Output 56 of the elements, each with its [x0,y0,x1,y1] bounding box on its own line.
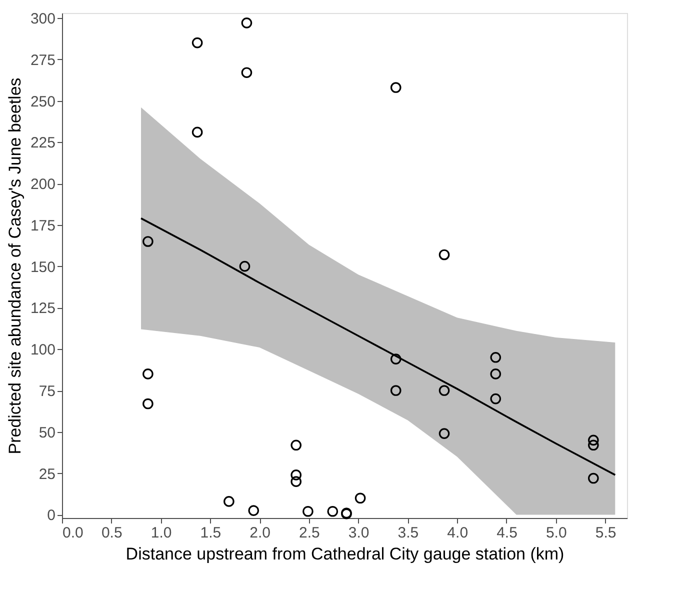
y-tick-label: 125 [30,300,56,318]
point [142,398,154,410]
x-tick-label: 5.0 [546,524,567,542]
point [327,506,338,517]
point [224,496,234,507]
y-tick-label: 50 [38,424,56,442]
y-tick-label: 25 [38,466,56,483]
y-tick-label: 225 [30,134,56,152]
y-tick-label: 150 [30,258,56,276]
y-tick-label: 250 [30,93,56,110]
point [390,385,402,396]
point [248,505,260,516]
point [142,368,154,380]
point [438,249,450,260]
point [390,82,402,93]
point [390,354,402,364]
point [290,470,302,480]
point [438,385,450,396]
point [588,440,599,451]
y-tick-label: 200 [30,176,56,194]
point [241,67,252,78]
point [142,236,154,247]
y-tick-label: 175 [30,217,56,234]
point [438,428,450,439]
point [239,260,250,272]
line-series [140,217,616,476]
point [490,393,502,404]
x-tick-label: 1.0 [150,524,172,542]
x-tick-label: 0.5 [101,524,122,542]
point [588,434,599,446]
x-tick-label: 3.5 [398,524,419,542]
point [354,492,366,504]
point [490,352,502,363]
y-tick-label: 0 [47,507,56,524]
point [302,506,314,517]
x-tick-label: 3.0 [348,524,370,542]
x-tick-label: 4.5 [496,524,518,542]
point [490,368,502,380]
x-tick-label: 2.0 [250,524,270,542]
x-tick-label: 1.5 [200,524,222,542]
y-tick-label: 300 [30,10,56,28]
y-tick-label: 275 [30,52,56,69]
y-tick-label: 75 [38,383,56,400]
point [588,472,599,484]
x-axis-title: Distance upstream from Cathedral City gauge station (km) [126,544,564,564]
point [192,37,203,48]
point [241,18,252,28]
x-tick-label: 5.5 [595,524,616,542]
x-tick-label: 0.0 [62,524,84,542]
y-axis-title: Predicted site abundance of Casey's June beetles [5,78,24,454]
y-tick-label: 100 [30,342,56,359]
point [290,476,302,487]
x-tick-label: 2.5 [299,524,320,542]
x-tick-label: 4.0 [447,524,468,542]
point [192,126,203,138]
point [290,440,302,451]
